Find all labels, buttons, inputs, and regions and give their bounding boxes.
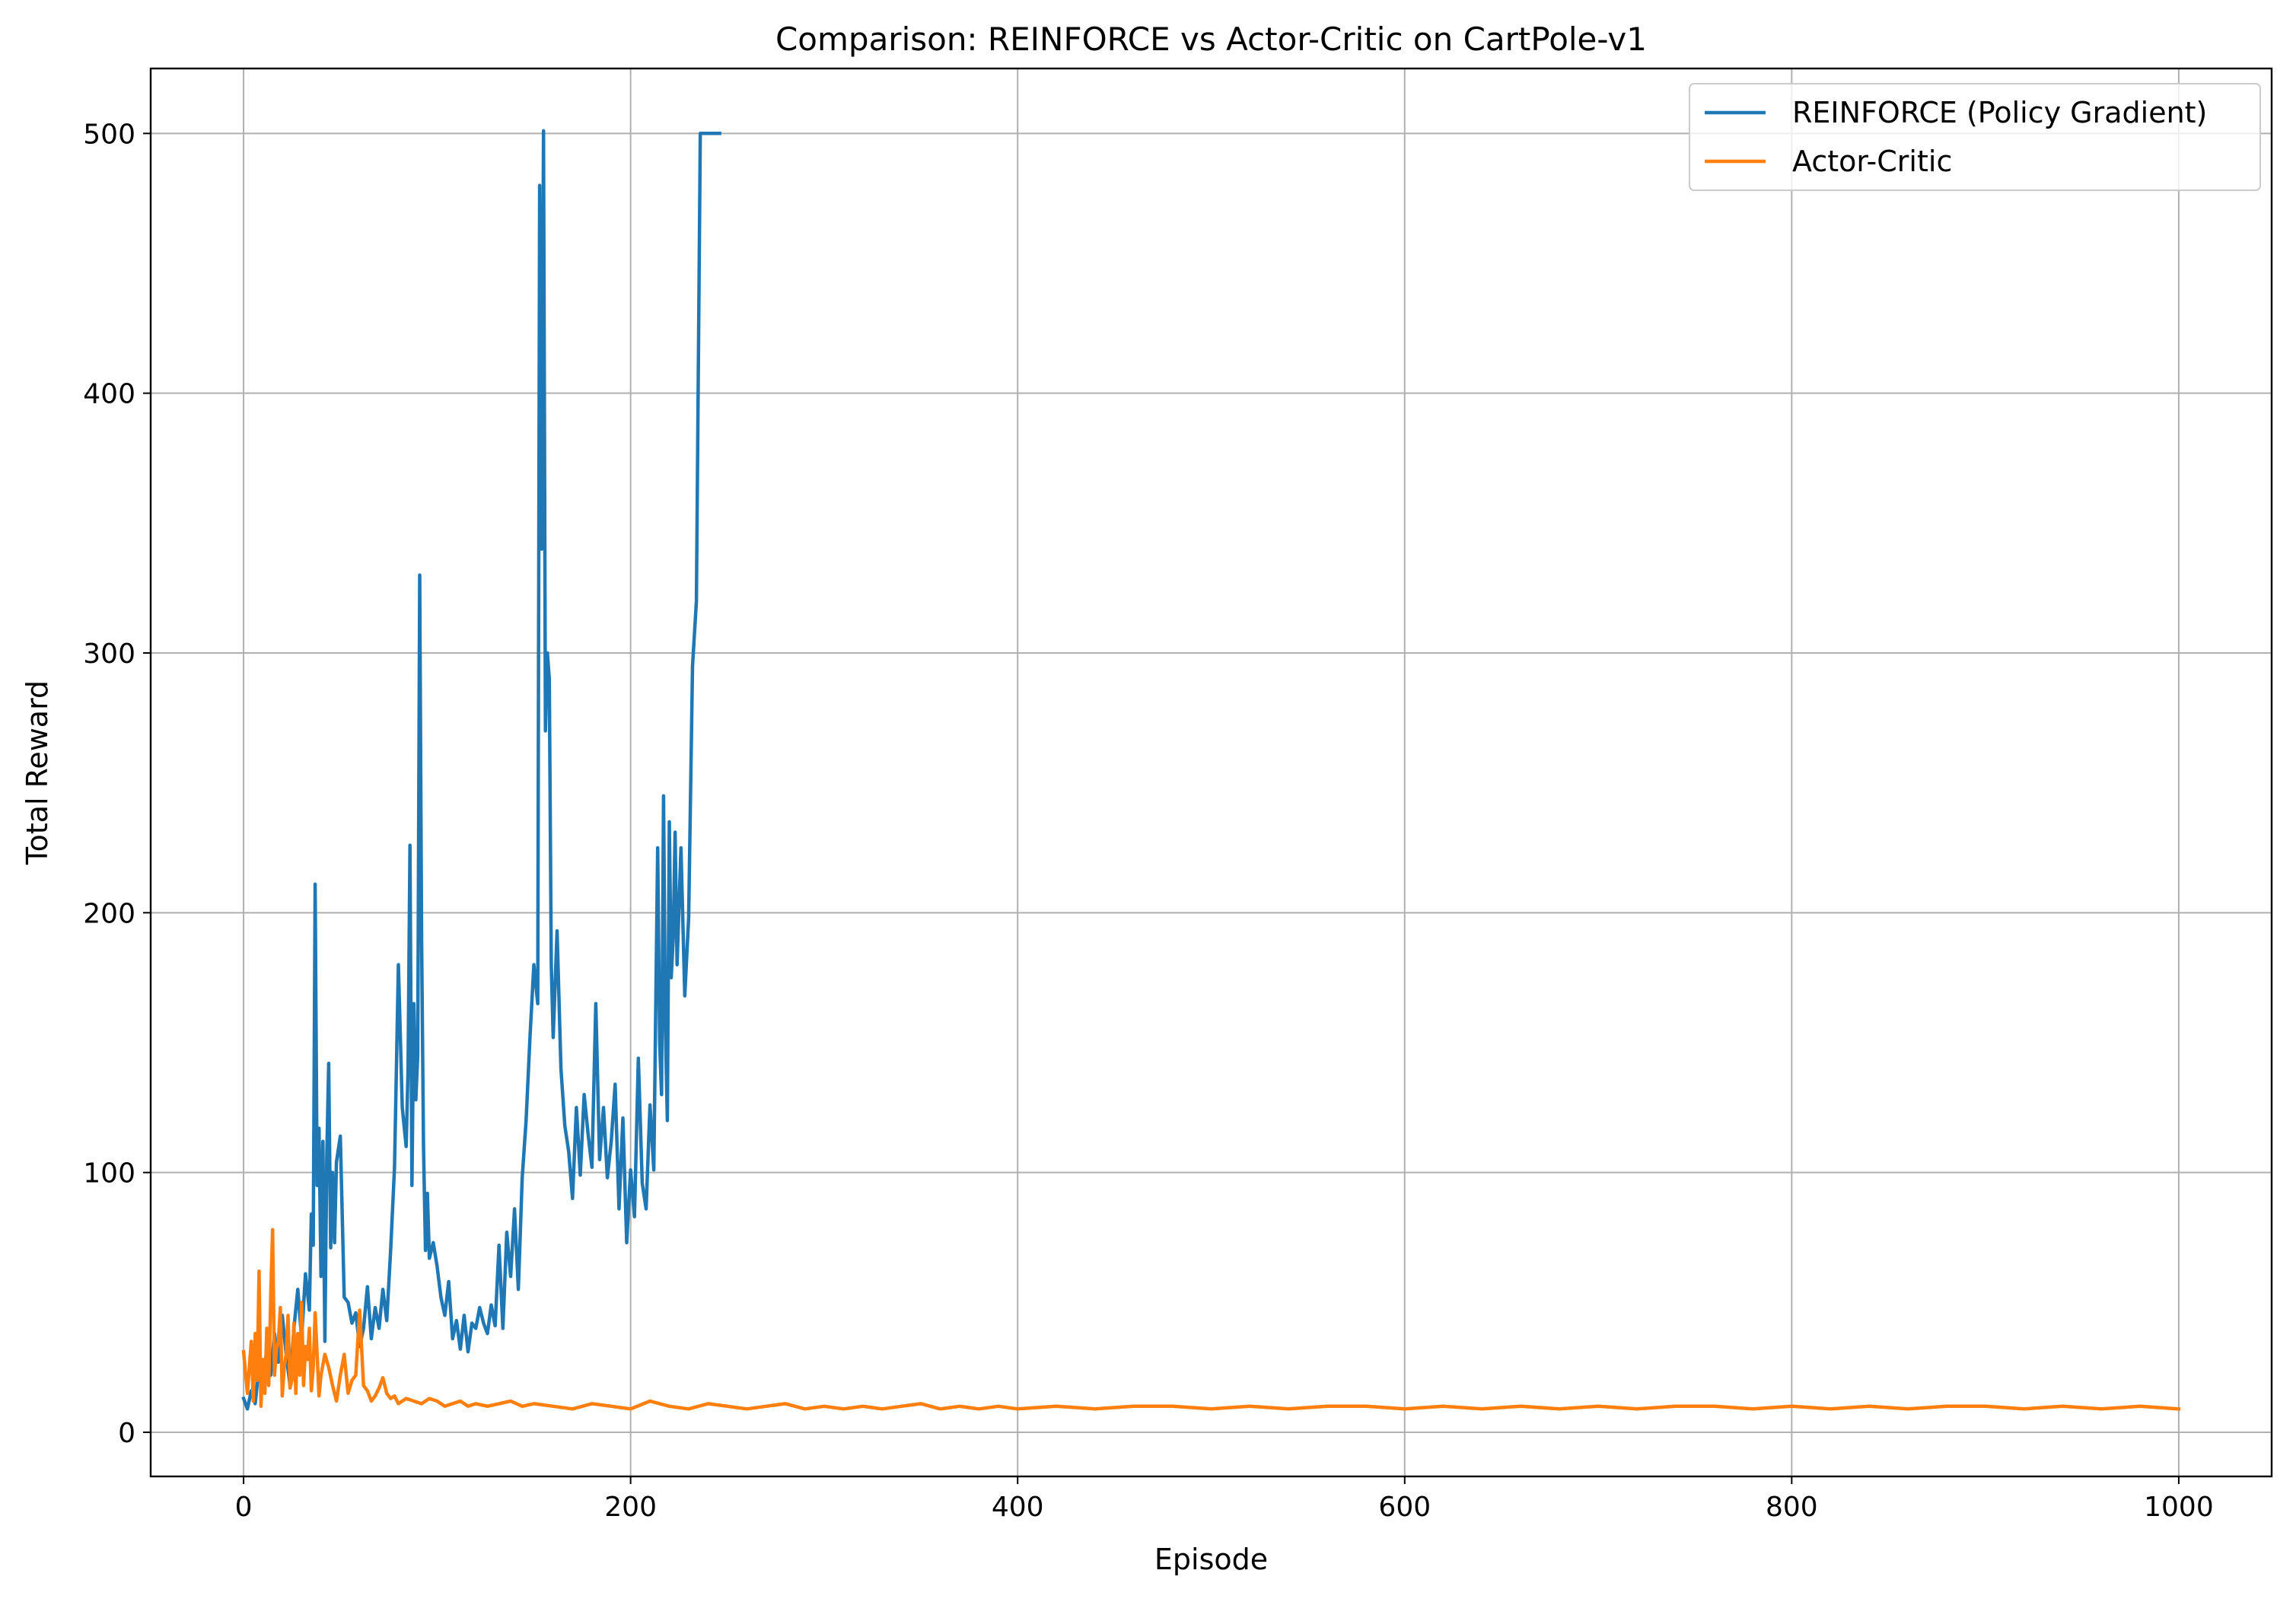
x-tick-label: 800	[1766, 1492, 1818, 1523]
legend-label-reinforce: REINFORCE (Policy Gradient)	[1792, 96, 2207, 129]
legend-label-actor-critic: Actor-Critic	[1792, 145, 1952, 178]
series-line-actor-critic	[241, 1228, 2181, 1411]
series-lines	[241, 129, 2181, 1411]
y-tick-label: 300	[83, 639, 135, 670]
legend-box	[1689, 83, 2261, 191]
y-tick-label: 0	[118, 1418, 135, 1449]
y-tick-label: 100	[83, 1158, 135, 1190]
legend: REINFORCE (Policy Gradient) Actor-Critic	[1689, 83, 2261, 191]
chart-title: Comparison: REINFORCE vs Actor-Critic on…	[775, 21, 1647, 58]
x-tick-label: 1000	[2144, 1492, 2214, 1523]
plot-area-frame	[149, 67, 2273, 1478]
axis-ticks: 0 200 400 600 800 1000 0 100 200 300 400 500	[83, 119, 2213, 1523]
y-axis-label: Total Reward	[21, 680, 54, 865]
y-tick-label: 500	[83, 119, 135, 150]
x-tick-label: 400	[992, 1492, 1044, 1523]
x-tick-label: 0	[235, 1492, 253, 1523]
y-tick-label: 200	[83, 898, 135, 929]
y-tick-label: 400	[83, 379, 135, 410]
series-line-reinforce	[241, 129, 721, 1411]
grid-lines	[151, 68, 2272, 1476]
x-tick-label: 600	[1378, 1492, 1431, 1523]
x-axis-label: Episode	[1154, 1543, 1268, 1576]
x-tick-label: 200	[604, 1492, 657, 1523]
